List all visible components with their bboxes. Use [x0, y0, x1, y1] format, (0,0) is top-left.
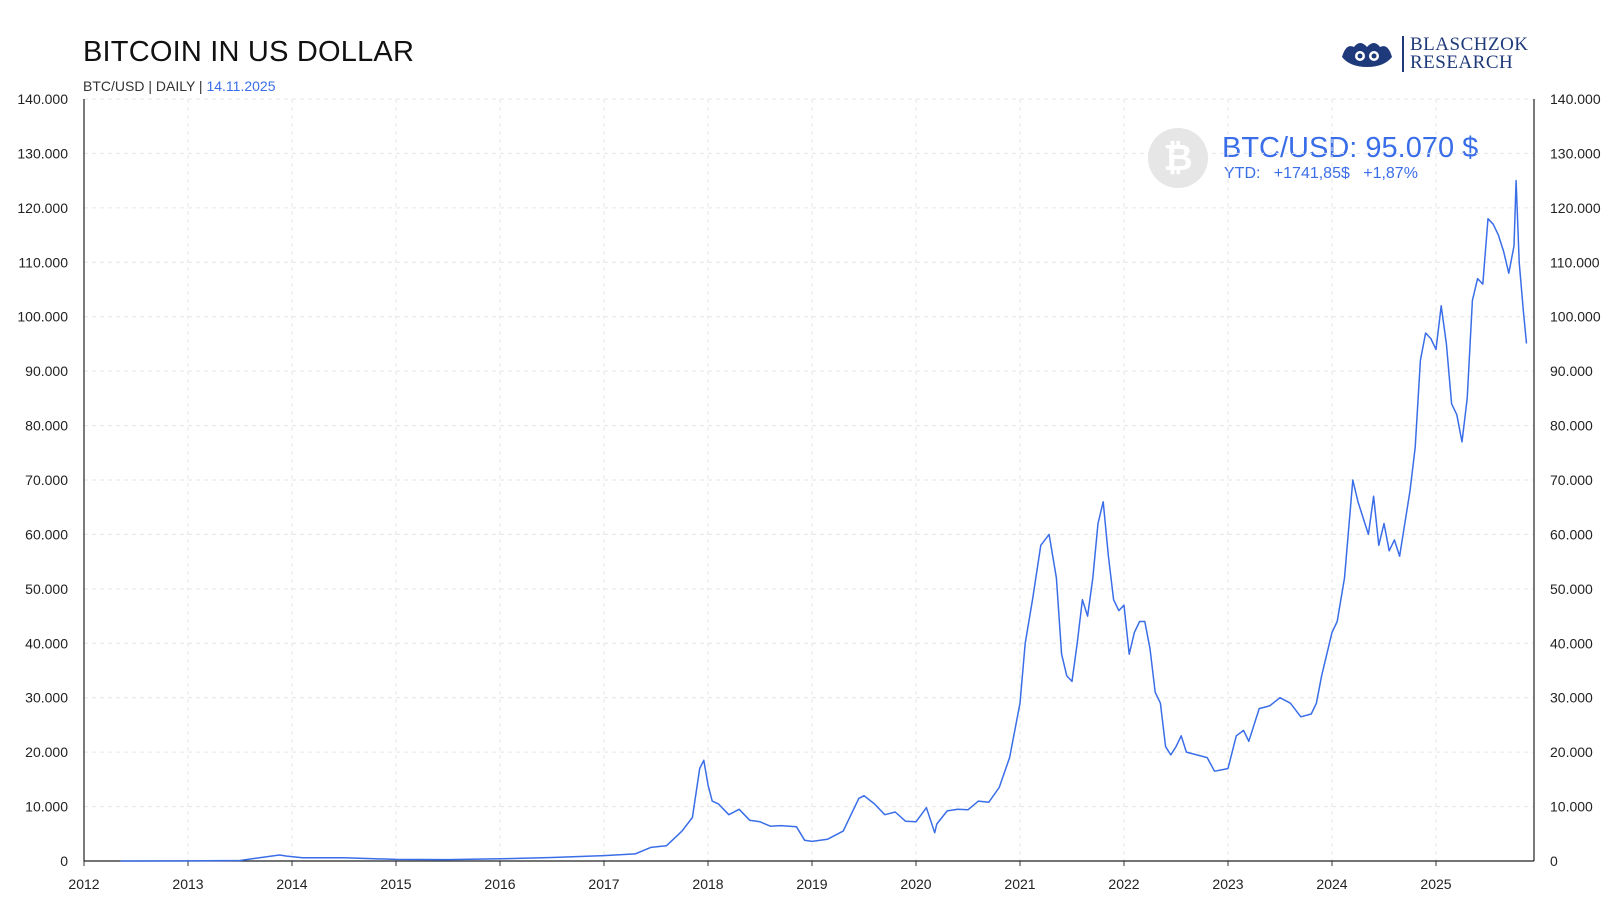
- subtitle-date: 14.11.2025: [206, 78, 276, 94]
- y-tick-label-right: 70.000: [1550, 472, 1593, 488]
- x-tick-label: 2023: [1212, 876, 1243, 892]
- axes: [83, 99, 1535, 866]
- y-tick-label-left: 20.000: [25, 744, 68, 760]
- y-tick-label-left: 80.000: [25, 418, 68, 434]
- ytd-label: YTD:: [1224, 165, 1261, 182]
- y-tick-label-right: 140.000: [1550, 91, 1601, 107]
- y-tick-label-right: 50.000: [1550, 581, 1593, 597]
- series-line-btc-usd: [120, 179, 1528, 862]
- y-tick-label-right: 20.000: [1550, 744, 1593, 760]
- y-tick-label-left: 110.000: [18, 254, 68, 270]
- x-tick-label: 2015: [380, 876, 411, 892]
- y-tick-label-right: 40.000: [1550, 635, 1593, 651]
- x-tick-label: 2025: [1420, 876, 1451, 892]
- x-tick-label: 2024: [1316, 876, 1347, 892]
- bitcoin-icon: ₿: [1148, 128, 1208, 188]
- x-tick-label: 2019: [796, 876, 827, 892]
- chart-subtitle: BTC/USD | DAILY | 14.11.2025: [83, 78, 275, 94]
- chart-title: BITCOIN IN US DOLLAR: [83, 36, 415, 68]
- x-tick-label: 2020: [900, 876, 931, 892]
- y-tick-label-right: 90.000: [1550, 363, 1593, 379]
- y-tick-label-left: 50.000: [25, 581, 68, 597]
- brand-logo: BLASCHZOK RESEARCH: [1340, 34, 1529, 74]
- x-tick-label: 2012: [68, 876, 99, 892]
- y-tick-label-right: 60.000: [1550, 526, 1593, 542]
- ytd-pct-change: +1,87%: [1363, 165, 1418, 182]
- y-tick-label-right: 120.000: [1550, 200, 1601, 216]
- y-tick-label-right: 100.000: [1550, 309, 1601, 325]
- x-tick-label: 2022: [1108, 876, 1139, 892]
- y-tick-label-right: 30.000: [1550, 690, 1593, 706]
- y-tick-label-left: 70.000: [25, 472, 68, 488]
- y-tick-label-right: 130.000: [1550, 145, 1601, 161]
- tick-labels: 0 0 10.000 10.000 20.000 20.000 30.000 30.000 40…: [17, 91, 1600, 892]
- x-tick-label: 2014: [276, 876, 307, 892]
- y-tick-label-left: 130.000: [17, 145, 68, 161]
- y-tick-label-right: 110.000: [1550, 254, 1600, 270]
- series-layer: [120, 179, 1528, 862]
- x-tick-label: 2018: [692, 876, 723, 892]
- grid-lines: [84, 98, 1534, 861]
- y-tick-label-left: 120.000: [17, 200, 68, 216]
- ytd-abs-change: +1741,85$: [1273, 165, 1350, 182]
- logo-text: BLASCHZOK RESEARCH: [1402, 34, 1529, 73]
- logo-line-2: RESEARCH: [1410, 52, 1514, 73]
- y-tick-label-left: 40.000: [25, 635, 68, 651]
- ytd-change: YTD: +1741,85$ +1,87%: [1222, 164, 1478, 184]
- x-tick-label: 2016: [484, 876, 515, 892]
- y-tick-label-left: 100.000: [17, 309, 68, 325]
- y-tick-label-right: 0: [1550, 853, 1558, 869]
- logo-emblem-icon: [1342, 43, 1392, 67]
- logo-line-1: BLASCHZOK: [1410, 34, 1529, 55]
- y-tick-label-left: 90.000: [25, 363, 68, 379]
- x-tick-label: 2013: [172, 876, 203, 892]
- y-tick-label-right: 10.000: [1550, 799, 1593, 815]
- y-tick-label-left: 60.000: [25, 526, 68, 542]
- x-tick-label: 2021: [1004, 876, 1035, 892]
- subtitle-symbol-interval: BTC/USD | DAILY |: [83, 78, 203, 94]
- y-tick-label-left: 10.000: [25, 799, 68, 815]
- y-tick-label-right: 80.000: [1550, 418, 1593, 434]
- x-tick-label: 2017: [588, 876, 619, 892]
- y-tick-label-left: 0: [60, 853, 68, 869]
- y-tick-label-left: 140.000: [17, 91, 68, 107]
- y-tick-label-left: 30.000: [25, 690, 68, 706]
